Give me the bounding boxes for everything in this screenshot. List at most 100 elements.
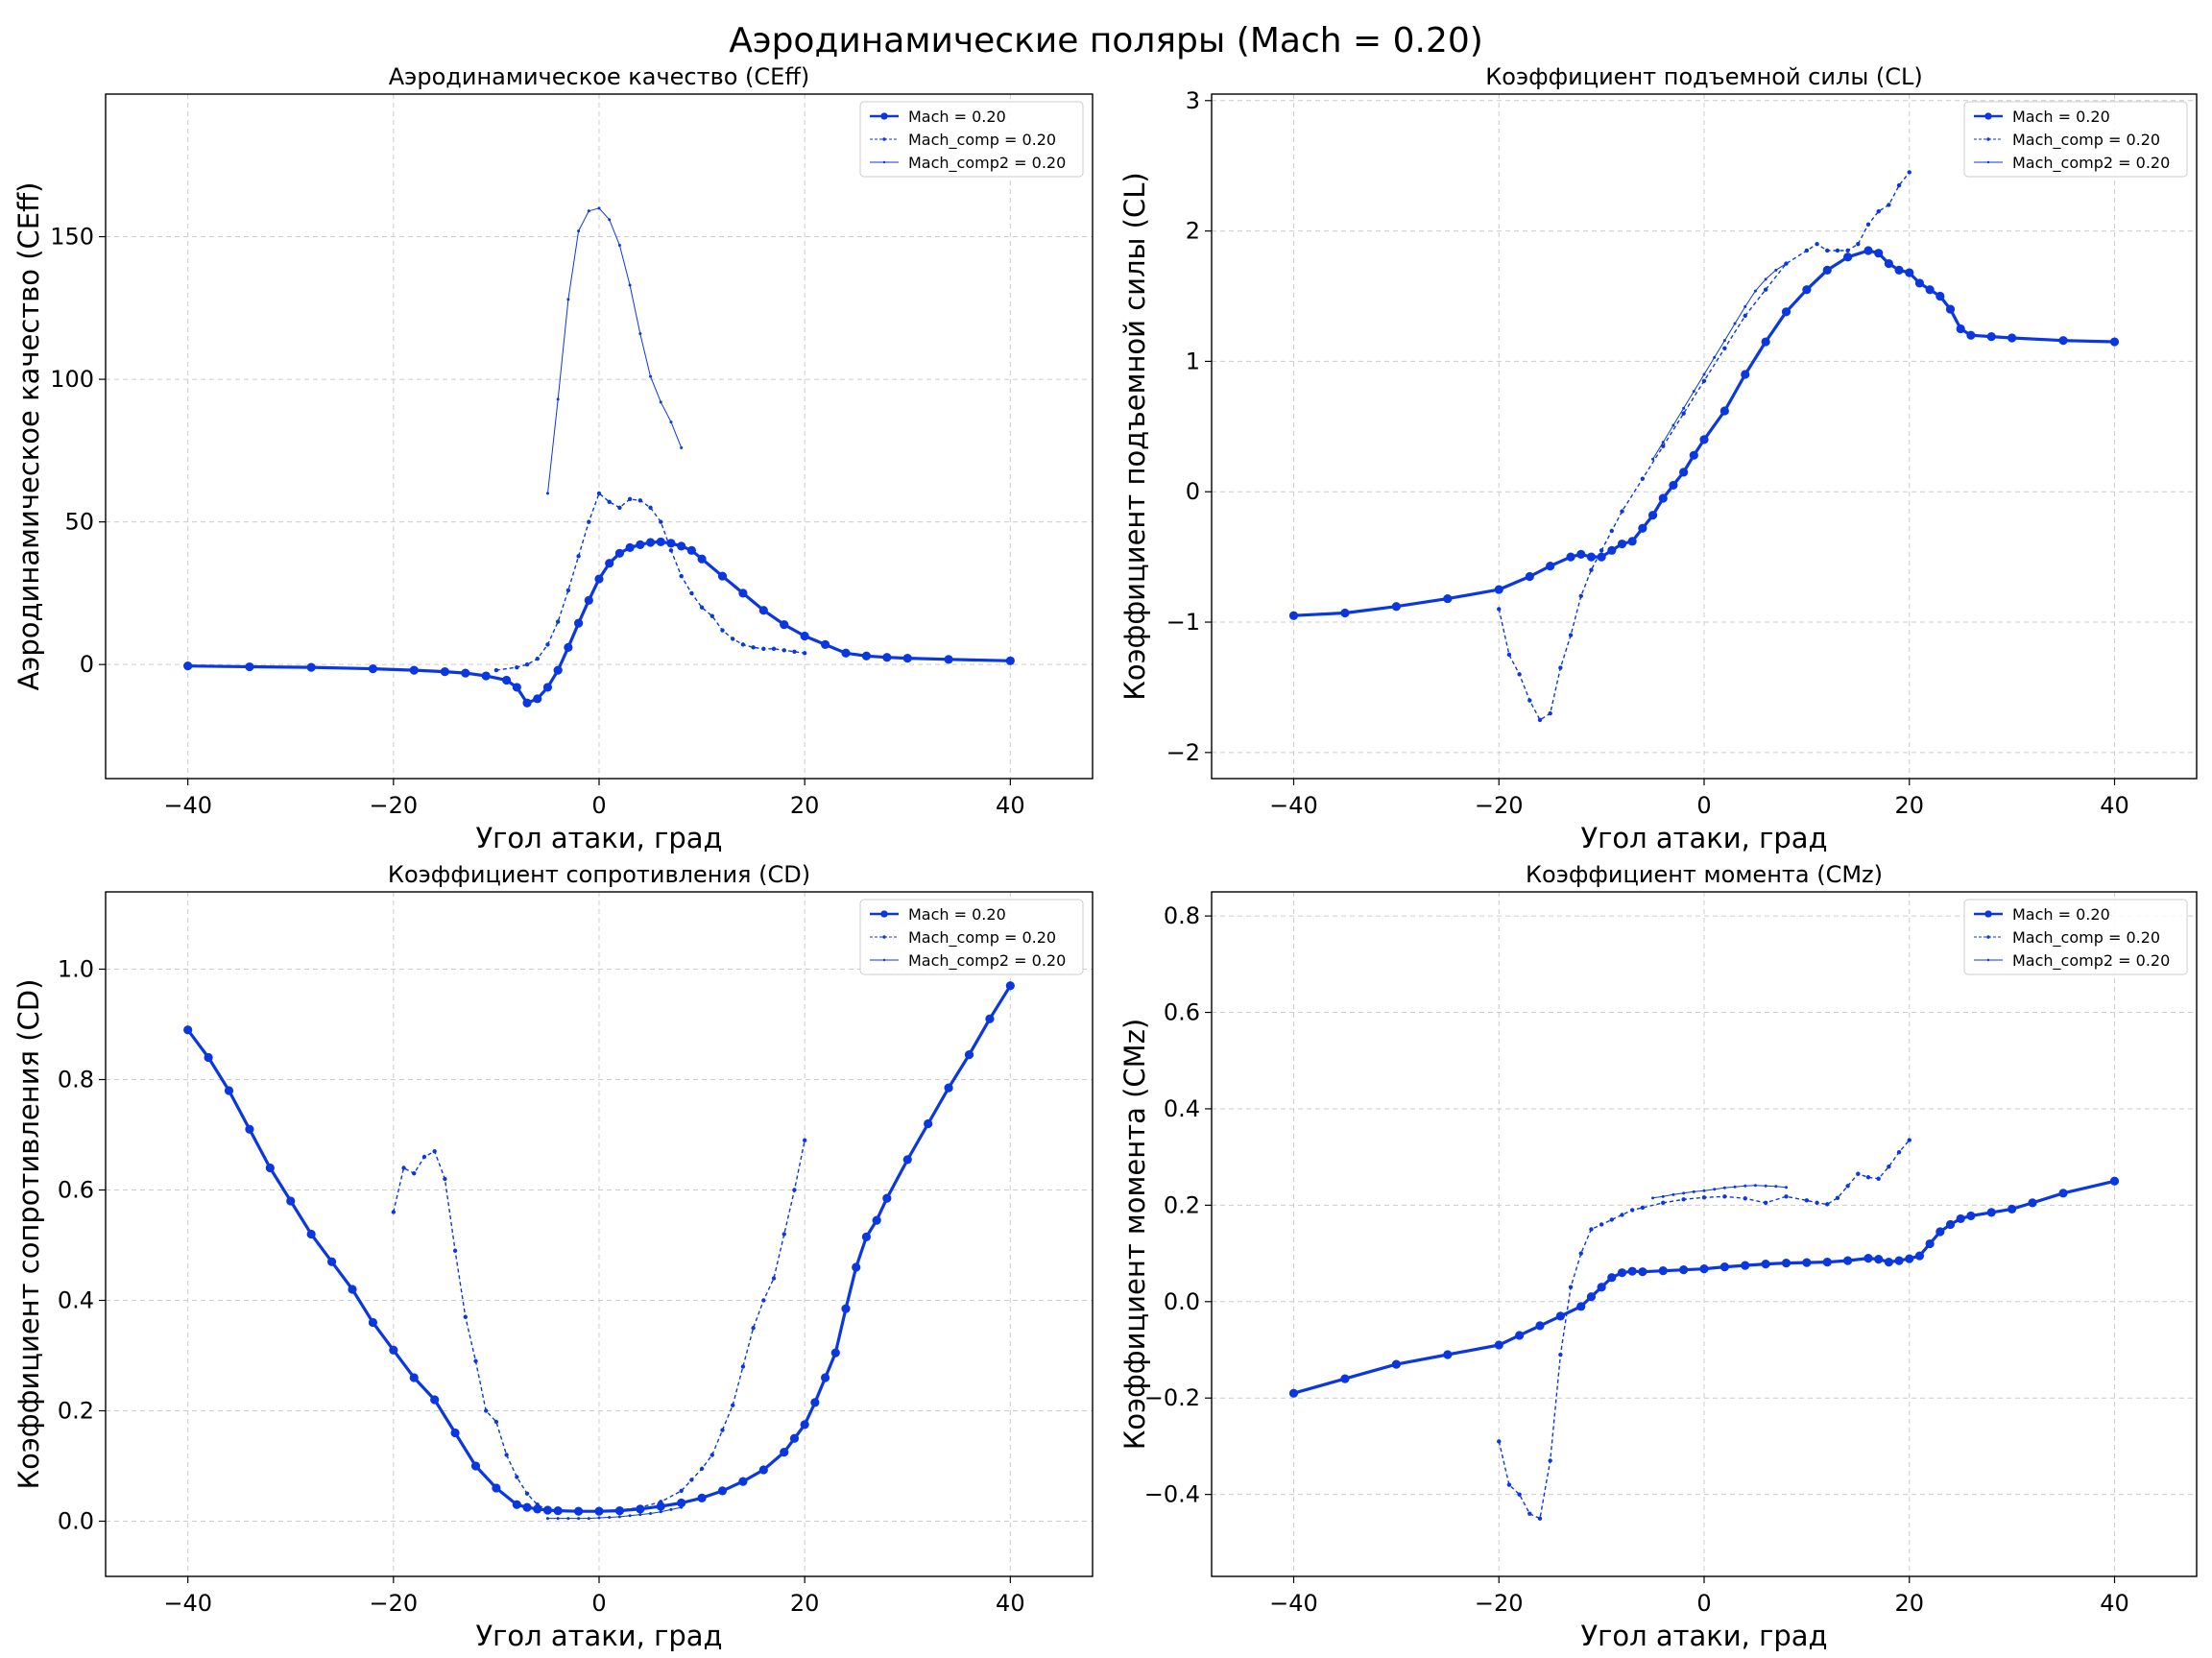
data-point (800, 631, 809, 641)
data-point (504, 1453, 509, 1457)
data-point (1763, 1200, 1768, 1206)
data-point (1340, 1374, 1350, 1383)
data-point (555, 619, 561, 624)
x-tick-label: 40 (2100, 792, 2129, 819)
data-point (1761, 1260, 1770, 1269)
data-point (617, 243, 621, 247)
data-point (1743, 313, 1747, 319)
data-point (1607, 1273, 1617, 1283)
data-point (810, 1398, 820, 1407)
data-point (1914, 278, 1925, 288)
data-point (1781, 307, 1791, 317)
data-point (944, 1083, 953, 1093)
data-point (944, 655, 953, 664)
data-point (512, 1500, 521, 1509)
data-point (1986, 1208, 1996, 1217)
data-point (720, 1428, 725, 1432)
data-point (628, 283, 632, 287)
data-point (306, 1229, 316, 1239)
data-point (1896, 1149, 1902, 1155)
x-tick-label: 40 (2100, 1590, 2129, 1617)
x-tick-label: 20 (790, 1590, 820, 1617)
data-point (1586, 552, 1597, 562)
data-point (1986, 332, 1996, 342)
data-point (2058, 336, 2068, 346)
data-point (1856, 1171, 1861, 1176)
data-point (780, 1448, 789, 1457)
data-point (1647, 511, 1658, 520)
data-point (1701, 378, 1707, 383)
y-tick-label: 100 (50, 366, 94, 393)
data-point (461, 668, 470, 678)
legend-label: Mach = 0.20 (908, 905, 1006, 924)
data-point (614, 548, 625, 558)
data-point (1497, 1439, 1502, 1444)
y-axis-label: Коэффициент сопротивления (CD) (12, 979, 45, 1490)
chart-panel-2: −40 −20 0 20 40 −2 −1 0 1 2 3 Коэффициент подъемной… (1118, 63, 2198, 854)
data-point (391, 1210, 397, 1214)
data-point (576, 1508, 581, 1514)
legend-marker (880, 910, 888, 918)
data-point (224, 1086, 234, 1095)
data-point (1661, 1200, 1666, 1206)
series-line (547, 207, 683, 493)
data-point (697, 1493, 707, 1502)
data-point (1956, 1213, 1965, 1224)
data-point (306, 662, 316, 672)
data-point (731, 1403, 735, 1407)
data-point (1753, 1184, 1757, 1188)
data-point (1733, 1185, 1737, 1189)
x-tick-label: −40 (163, 1590, 212, 1617)
data-point (1845, 1184, 1850, 1189)
data-point (1578, 1251, 1583, 1256)
data-point (1785, 1186, 1788, 1189)
data-point (1651, 457, 1655, 461)
legend-label: Mach_comp2 = 0.20 (908, 951, 1066, 971)
data-point (1835, 1195, 1840, 1201)
data-point (1443, 593, 1453, 604)
data-point (1597, 552, 1606, 562)
series-line (187, 540, 1011, 705)
chart-panel-4: −40 −20 0 20 40 −0.4 −0.2 0.0 0.2 0.4 0.6 0.8 Коэффи… (1118, 861, 2198, 1652)
data-point (789, 1433, 800, 1443)
data-point (625, 542, 635, 552)
data-point (1558, 1352, 1563, 1358)
data-point (1651, 1196, 1655, 1200)
data-point (493, 1419, 499, 1425)
data-point (1617, 1268, 1627, 1278)
data-point (522, 698, 532, 708)
data-point (1679, 468, 1689, 477)
data-point (596, 491, 602, 496)
legend-marker (1986, 958, 1990, 962)
data-point (792, 1188, 797, 1192)
data-point (1546, 562, 1555, 571)
data-point (679, 1488, 684, 1494)
legend-label: Mach_comp = 0.20 (2012, 928, 2160, 948)
data-point (656, 537, 665, 547)
data-point (1527, 698, 1532, 703)
data-point (1702, 1189, 1706, 1192)
data-point (326, 1257, 337, 1266)
data-point (680, 445, 684, 449)
data-point (183, 1025, 193, 1035)
data-point (2028, 1198, 2037, 1208)
data-point (524, 661, 530, 667)
data-point (1005, 981, 1015, 991)
x-tick-label: 0 (591, 1590, 606, 1617)
data-point (781, 648, 786, 653)
data-point (1568, 633, 1574, 637)
data-point (245, 1124, 254, 1134)
data-point (1936, 291, 1945, 301)
legend-label: Mach_comp = 0.20 (908, 928, 1056, 948)
data-point (348, 1285, 357, 1294)
y-tick-label: 50 (64, 509, 94, 536)
data-point (1558, 665, 1563, 670)
data-point (731, 637, 735, 641)
x-tick-label: −40 (1269, 792, 1318, 819)
data-point (1548, 710, 1552, 716)
data-point (1607, 545, 1617, 555)
data-point (781, 1232, 786, 1237)
data-point (1874, 249, 1884, 258)
data-point (1802, 285, 1812, 295)
